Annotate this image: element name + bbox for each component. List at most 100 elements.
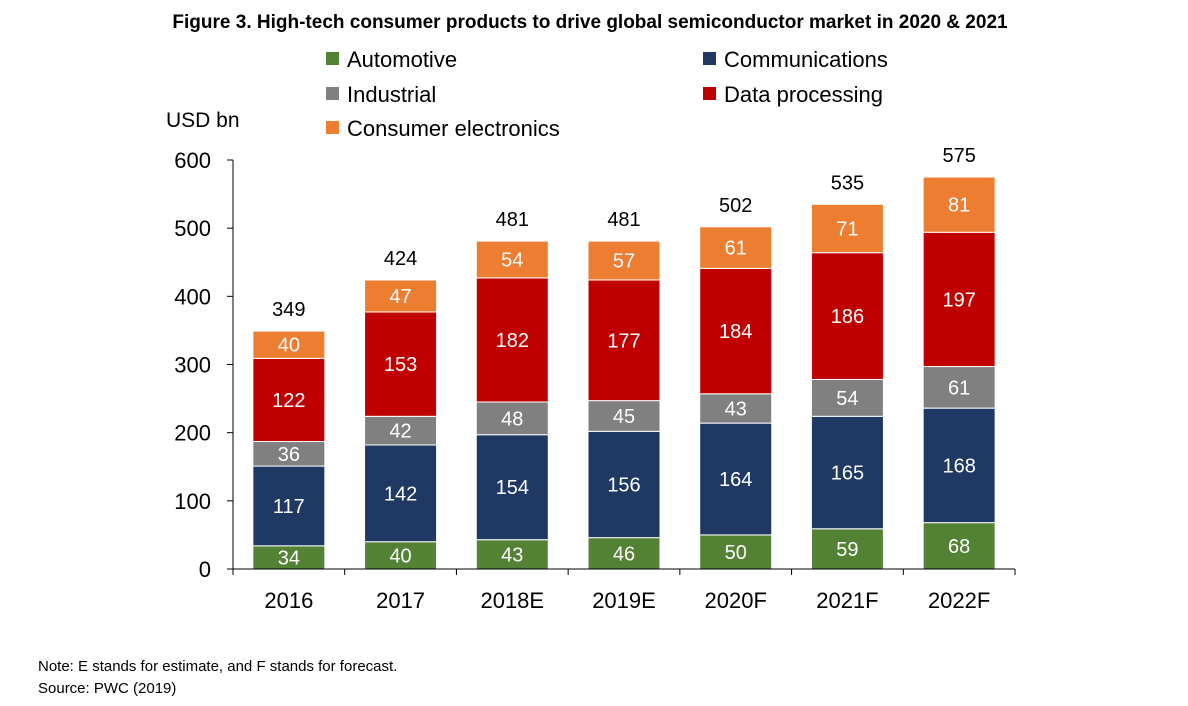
chart-notes: Note: E stands for estimate, and F stand… bbox=[38, 656, 397, 700]
data-label-industrial: 61 bbox=[948, 377, 970, 399]
bar-segment-data-processing bbox=[364, 311, 438, 417]
bar-segment-consumer-electronics bbox=[364, 279, 438, 313]
x-tick-label: 2019E bbox=[592, 588, 656, 613]
data-label-consumer-electronics: 47 bbox=[389, 286, 411, 308]
legend-swatch-data-processing bbox=[703, 87, 716, 100]
data-label-industrial: 54 bbox=[836, 388, 858, 410]
bar-segment-industrial bbox=[810, 378, 884, 417]
data-label-automotive: 46 bbox=[613, 543, 635, 565]
bar-segment-data-processing bbox=[699, 267, 773, 395]
bar-segment-consumer-electronics bbox=[587, 240, 661, 281]
legend-swatch-automotive bbox=[326, 52, 339, 65]
data-label-data-processing: 184 bbox=[719, 321, 752, 343]
chart-title: Figure 3. High-tech consumer products to… bbox=[172, 12, 1008, 33]
legend-label-consumer-electronics: Consumer electronics bbox=[347, 116, 560, 141]
x-tick-label: 2020F bbox=[705, 588, 767, 613]
data-label-consumer-electronics: 40 bbox=[278, 335, 300, 357]
data-label-automotive: 50 bbox=[725, 542, 747, 564]
bar-segment-consumer-electronics bbox=[475, 240, 549, 279]
data-label-data-processing: 197 bbox=[942, 289, 975, 311]
total-label: 481 bbox=[496, 209, 529, 231]
bar-segment-data-processing bbox=[922, 231, 996, 368]
bar-segment-industrial bbox=[364, 415, 438, 446]
bar-segment-data-processing bbox=[252, 357, 326, 443]
legend-label-data-processing: Data processing bbox=[724, 82, 883, 107]
y-tick-label: 300 bbox=[174, 353, 211, 378]
data-label-communications: 117 bbox=[273, 496, 305, 518]
x-tick-label: 2022F bbox=[928, 588, 990, 613]
total-label: 502 bbox=[719, 195, 752, 217]
x-tick-label: 2021F bbox=[816, 588, 878, 613]
legend: Automotive Industrial Consumer electronics… bbox=[326, 47, 888, 141]
y-tick-label: 500 bbox=[174, 216, 211, 241]
data-label-automotive: 68 bbox=[948, 536, 970, 558]
data-label-data-processing: 186 bbox=[831, 306, 864, 328]
data-label-industrial: 45 bbox=[613, 406, 635, 428]
bar-segment-automotive bbox=[922, 522, 996, 570]
bar-segment-automotive bbox=[364, 541, 438, 570]
data-label-industrial: 48 bbox=[501, 408, 523, 430]
bar-segment-consumer-electronics bbox=[699, 226, 773, 269]
data-label-consumer-electronics: 54 bbox=[501, 250, 523, 272]
bar-segment-communications bbox=[699, 422, 773, 536]
x-tick-label: 2017 bbox=[376, 588, 425, 613]
source-text: Source: PWC (2019) bbox=[38, 680, 177, 697]
bar-segment-automotive bbox=[699, 534, 773, 570]
legend-label-industrial: Industrial bbox=[347, 82, 436, 107]
x-axis-ticks: 2016 2017 2018E 2019E 2020F 2021F 2022F bbox=[232, 569, 1016, 613]
bar-segment-communications bbox=[922, 407, 996, 524]
legend-label-automotive: Automotive bbox=[347, 47, 457, 72]
data-label-automotive: 59 bbox=[836, 539, 858, 561]
y-tick-label: 0 bbox=[199, 557, 211, 582]
data-label-industrial: 43 bbox=[725, 398, 747, 420]
bars: 34 117 36 122 40 349 40 142 42 153 47 424 43 154 48 182… bbox=[252, 145, 996, 570]
y-tick-label: 100 bbox=[174, 489, 211, 514]
legend-swatch-consumer-electronics bbox=[326, 121, 339, 134]
bar-segment-industrial bbox=[587, 400, 661, 432]
total-label: 535 bbox=[831, 172, 864, 194]
bar-segment-automotive bbox=[810, 528, 884, 570]
data-label-communications: 165 bbox=[831, 463, 864, 485]
bar-segment-communications bbox=[475, 434, 549, 541]
bar-segment-consumer-electronics bbox=[810, 203, 884, 254]
legend-swatch-communications bbox=[703, 52, 716, 65]
bar-segment-data-processing bbox=[810, 252, 884, 380]
total-label: 424 bbox=[384, 248, 417, 270]
data-label-data-processing: 182 bbox=[496, 330, 529, 352]
y-tick-label: 600 bbox=[174, 148, 211, 173]
bar-segment-data-processing bbox=[475, 277, 549, 403]
data-label-communications: 142 bbox=[384, 483, 417, 505]
data-label-communications: 154 bbox=[496, 477, 529, 499]
bar-segment-consumer-electronics bbox=[252, 330, 326, 359]
data-label-data-processing: 177 bbox=[607, 330, 640, 352]
data-label-automotive: 40 bbox=[389, 545, 411, 567]
total-label: 575 bbox=[942, 145, 975, 167]
data-label-industrial: 42 bbox=[389, 421, 411, 443]
data-label-communications: 164 bbox=[719, 469, 752, 491]
axes bbox=[232, 160, 1015, 570]
x-tick-label: 2016 bbox=[264, 588, 313, 613]
y-tick-label: 200 bbox=[174, 421, 211, 446]
data-label-data-processing: 122 bbox=[272, 390, 305, 412]
y-axis-ticks: 0 100 200 300 400 500 600 bbox=[174, 148, 233, 582]
bar-segment-consumer-electronics bbox=[922, 176, 996, 233]
data-label-data-processing: 153 bbox=[384, 354, 417, 376]
data-label-consumer-electronics: 57 bbox=[613, 251, 635, 273]
data-label-automotive: 43 bbox=[501, 544, 523, 566]
bar-segment-industrial bbox=[922, 366, 996, 409]
bar-segment-communications bbox=[810, 415, 884, 530]
bar-segment-automotive bbox=[475, 539, 549, 570]
data-label-industrial: 36 bbox=[278, 444, 300, 466]
bar-segment-industrial bbox=[475, 401, 549, 436]
legend-label-communications: Communications bbox=[724, 47, 888, 72]
y-axis-label: USD bn bbox=[166, 109, 240, 132]
data-label-consumer-electronics: 81 bbox=[948, 195, 970, 217]
y-tick-label: 400 bbox=[174, 284, 211, 309]
data-label-consumer-electronics: 61 bbox=[725, 238, 747, 260]
bar-segment-communications bbox=[587, 430, 661, 539]
data-label-communications: 168 bbox=[942, 455, 975, 477]
legend-swatch-industrial bbox=[326, 87, 339, 100]
note-text: Note: E stands for estimate, and F stand… bbox=[38, 658, 398, 675]
bar-segment-industrial bbox=[699, 393, 773, 424]
